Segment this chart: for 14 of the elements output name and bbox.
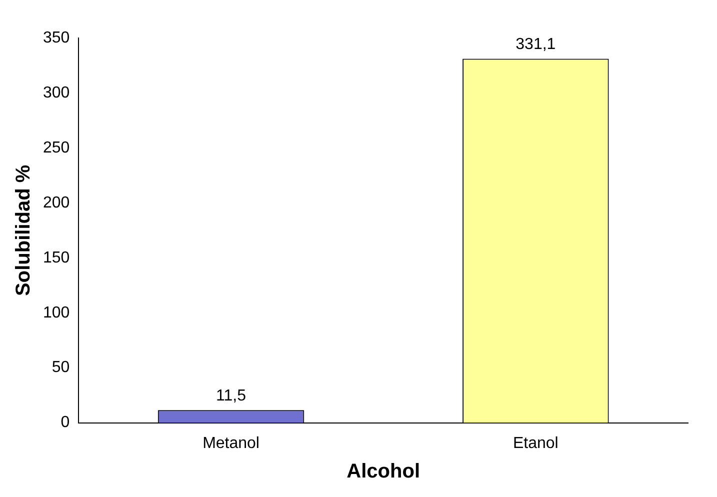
y-tick-label: 350	[42, 29, 70, 46]
y-tick-label: 250	[42, 139, 70, 156]
y-axis-title: Solubilidad %	[12, 164, 35, 296]
data-label: 11,5	[216, 388, 246, 405]
x-axis-title: Alcohol	[346, 460, 420, 483]
y-tick-label: 150	[42, 249, 70, 266]
x-tick-label: Metanol	[202, 434, 260, 452]
x-tick-label: Etanol	[512, 434, 558, 452]
y-tick-label: 300	[42, 84, 70, 102]
data-label: 331,1	[516, 36, 556, 54]
y-tick-label: 200	[42, 194, 70, 212]
y-tick-label: 0	[60, 414, 70, 432]
y-tick-label: 100	[42, 304, 70, 322]
y-tick-label: 50	[52, 359, 70, 376]
